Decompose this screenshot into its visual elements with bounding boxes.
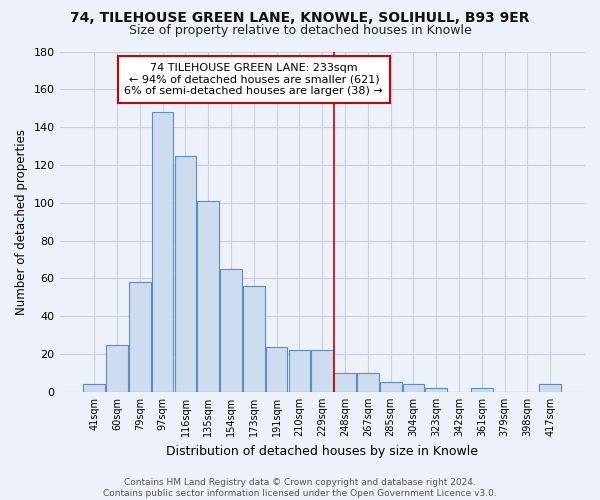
Bar bbox=[175, 156, 196, 392]
Bar bbox=[152, 112, 173, 392]
Bar bbox=[106, 344, 128, 392]
Bar bbox=[425, 388, 447, 392]
X-axis label: Distribution of detached houses by size in Knowle: Distribution of detached houses by size … bbox=[166, 444, 478, 458]
Bar bbox=[539, 384, 561, 392]
Bar bbox=[311, 350, 333, 392]
Y-axis label: Number of detached properties: Number of detached properties bbox=[15, 128, 28, 314]
Bar bbox=[289, 350, 310, 392]
Bar bbox=[380, 382, 401, 392]
Bar bbox=[197, 201, 219, 392]
Bar bbox=[220, 269, 242, 392]
Bar bbox=[357, 373, 379, 392]
Bar bbox=[334, 373, 356, 392]
Bar bbox=[129, 282, 151, 392]
Bar bbox=[83, 384, 105, 392]
Text: Size of property relative to detached houses in Knowle: Size of property relative to detached ho… bbox=[128, 24, 472, 37]
Bar bbox=[403, 384, 424, 392]
Text: Contains HM Land Registry data © Crown copyright and database right 2024.
Contai: Contains HM Land Registry data © Crown c… bbox=[103, 478, 497, 498]
Bar bbox=[471, 388, 493, 392]
Text: 74 TILEHOUSE GREEN LANE: 233sqm
← 94% of detached houses are smaller (621)
6% of: 74 TILEHOUSE GREEN LANE: 233sqm ← 94% of… bbox=[124, 63, 383, 96]
Bar bbox=[243, 286, 265, 392]
Text: 74, TILEHOUSE GREEN LANE, KNOWLE, SOLIHULL, B93 9ER: 74, TILEHOUSE GREEN LANE, KNOWLE, SOLIHU… bbox=[70, 12, 530, 26]
Bar bbox=[266, 346, 287, 392]
